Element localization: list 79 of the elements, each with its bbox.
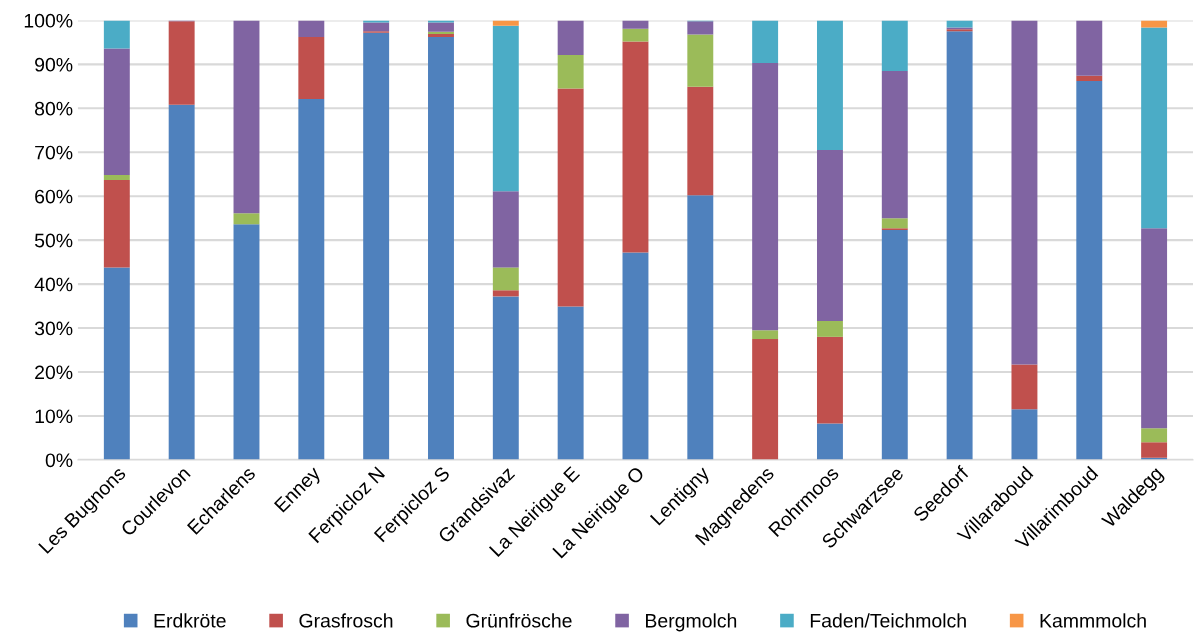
bar	[622, 28, 649, 42]
bar	[1141, 442, 1168, 458]
bar	[816, 423, 843, 460]
bar	[946, 31, 973, 460]
bar	[168, 21, 195, 105]
bar	[492, 296, 519, 460]
bar	[816, 150, 843, 322]
y-tick-label: 10%	[35, 409, 73, 424]
bar	[881, 20, 908, 71]
y-tick-label: 40%	[34, 277, 73, 292]
bar	[752, 63, 779, 331]
bar	[492, 191, 519, 268]
bar	[881, 230, 908, 460]
legend-label: Kammmolch	[1040, 613, 1146, 628]
bar	[1076, 20, 1103, 76]
bar	[622, 252, 649, 460]
bar	[428, 22, 454, 32]
bar	[687, 195, 714, 460]
bar	[1011, 364, 1038, 410]
bar	[233, 224, 260, 460]
bar	[103, 48, 130, 176]
bar	[363, 20, 390, 23]
y-tick-label: 100%	[24, 13, 73, 28]
bar	[363, 22, 390, 32]
bar	[622, 41, 649, 253]
bar	[1076, 81, 1103, 460]
y-tick-label: 50%	[34, 233, 73, 248]
legend-label: Bergmolch	[646, 613, 737, 632]
bar	[881, 218, 908, 229]
bar	[298, 99, 325, 460]
legend-label: Grasfrosch	[299, 613, 393, 628]
y-tick-label: 80%	[35, 101, 73, 116]
bar	[816, 336, 843, 424]
bar	[492, 290, 519, 297]
bar	[1011, 20, 1038, 365]
legend-label: Faden/Teichmolch	[810, 613, 966, 628]
bar	[557, 88, 584, 307]
bar	[1141, 428, 1168, 443]
bar	[233, 20, 260, 214]
bar	[428, 20, 454, 23]
bar	[557, 20, 584, 56]
bar	[752, 339, 779, 460]
bar	[1141, 27, 1168, 229]
y-tick-label: 30%	[34, 321, 73, 336]
bar	[622, 20, 649, 29]
bar	[687, 34, 714, 87]
bar	[687, 86, 714, 196]
bar	[492, 25, 519, 192]
bar	[492, 20, 519, 26]
bar	[428, 34, 454, 38]
y-tick-label: 0%	[45, 453, 73, 468]
bar	[103, 179, 130, 268]
bar	[428, 37, 454, 460]
bar	[557, 306, 584, 460]
bar	[298, 20, 325, 38]
bar	[492, 267, 519, 291]
legend-label: Grünfrösche	[466, 613, 572, 628]
bar	[298, 37, 325, 100]
y-tick-label: 20%	[35, 365, 73, 380]
bar	[816, 20, 843, 151]
bar	[881, 70, 908, 219]
bar	[1141, 228, 1168, 429]
bar	[752, 330, 779, 340]
bar	[752, 20, 779, 64]
bar	[557, 55, 584, 89]
bar	[233, 213, 260, 225]
legend-label: Erdkröte	[154, 613, 226, 628]
bar	[103, 175, 130, 180]
bar	[103, 267, 130, 460]
bar	[687, 21, 714, 35]
y-tick-label: 90%	[35, 57, 73, 72]
bar	[103, 20, 130, 49]
y-tick-label: 60%	[35, 189, 73, 204]
bar	[363, 32, 390, 460]
bar	[816, 321, 843, 337]
y-tick-label: 70%	[35, 145, 73, 160]
bar	[168, 104, 195, 460]
bar	[1076, 75, 1103, 82]
bar	[1011, 409, 1038, 460]
